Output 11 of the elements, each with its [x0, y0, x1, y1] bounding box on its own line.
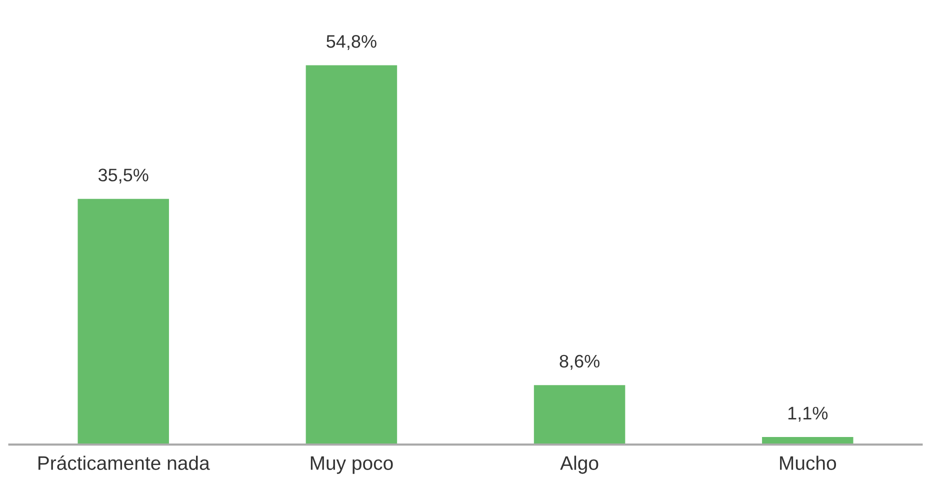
bar — [306, 65, 398, 445]
x-tick-label: Muy poco — [310, 456, 393, 474]
data-label: 54,8% — [326, 35, 376, 50]
x-tick-label: Mucho — [780, 456, 836, 470]
x-tick-label: Algo — [560, 456, 598, 474]
bar — [78, 198, 169, 445]
bar — [534, 385, 626, 445]
data-label: 35,5% — [98, 168, 148, 184]
data-label: 8,6% — [560, 354, 600, 370]
data-label: 1,1% — [788, 406, 828, 422]
x-tick-label: Prácticamente nada — [38, 455, 210, 470]
